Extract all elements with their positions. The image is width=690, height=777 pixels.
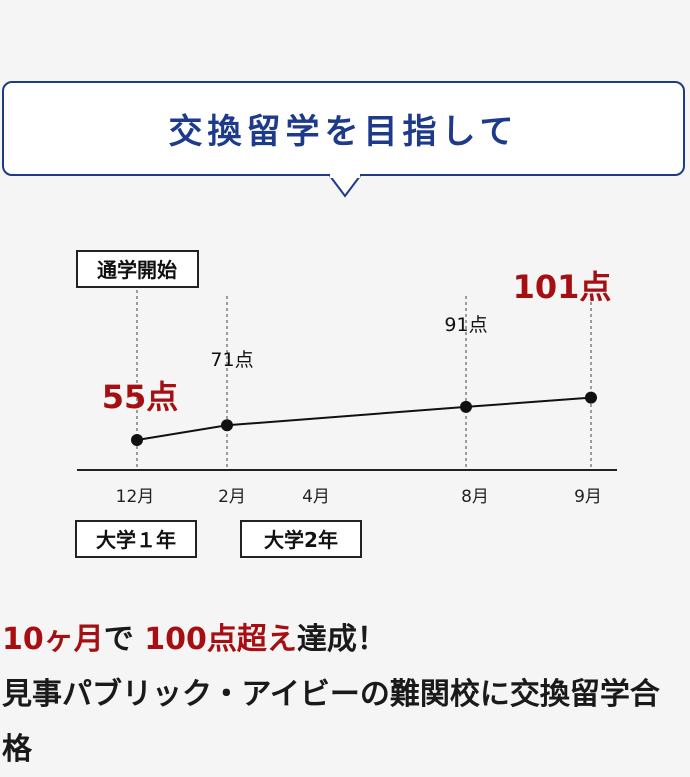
tick-label-4: 4月	[302, 487, 330, 507]
bubble-tail	[329, 174, 361, 198]
milestone-start-label: 通学開始	[97, 258, 177, 282]
data-point-8	[460, 400, 472, 413]
summary-line-1: 10ヶ月で 100点超え達成！	[2, 612, 688, 667]
milestone-start-box: 通学開始	[76, 250, 199, 288]
data-label-9: 101点	[513, 268, 612, 306]
tick-label-9: 9月	[574, 487, 602, 507]
milestone-year1-box: 大学１年	[75, 520, 197, 558]
summary-connector: で	[103, 622, 145, 657]
data-point-2	[221, 419, 233, 432]
data-point-9	[585, 391, 597, 404]
summary-text: 10ヶ月で 100点超え達成！ 見事パブリック・アイビーの難関校に交換留学合格	[2, 612, 688, 777]
score-line	[136, 396, 592, 441]
data-label-2: 71点	[210, 349, 253, 371]
milestone-year1-label: 大学１年	[96, 528, 176, 552]
summary-score: 100点超え	[144, 622, 297, 657]
tick-label-12: 12月	[116, 487, 155, 507]
tick-label-8: 8月	[461, 487, 489, 507]
summary-line-2: 見事パブリック・アイビーの難関校に交換留学合格	[2, 677, 660, 767]
data-label-12: 55点	[102, 378, 179, 416]
score-chart: 通学開始 大学１年 大学2年 12月 2月 4月 8月 9月 55点 71点 9…	[75, 250, 617, 558]
tick-label-2: 2月	[218, 487, 246, 507]
page-title: 交換留学を目指して	[168, 112, 519, 152]
data-point-12	[131, 434, 143, 446]
summary-period: 10ヶ月	[2, 622, 104, 657]
summary-achieved: 達成！	[296, 622, 387, 657]
data-label-8: 91点	[444, 314, 487, 336]
milestone-year2-box: 大学2年	[240, 520, 362, 558]
title-bubble: 交換留学を目指して	[2, 81, 685, 176]
milestone-year2-label: 大学2年	[264, 528, 338, 552]
